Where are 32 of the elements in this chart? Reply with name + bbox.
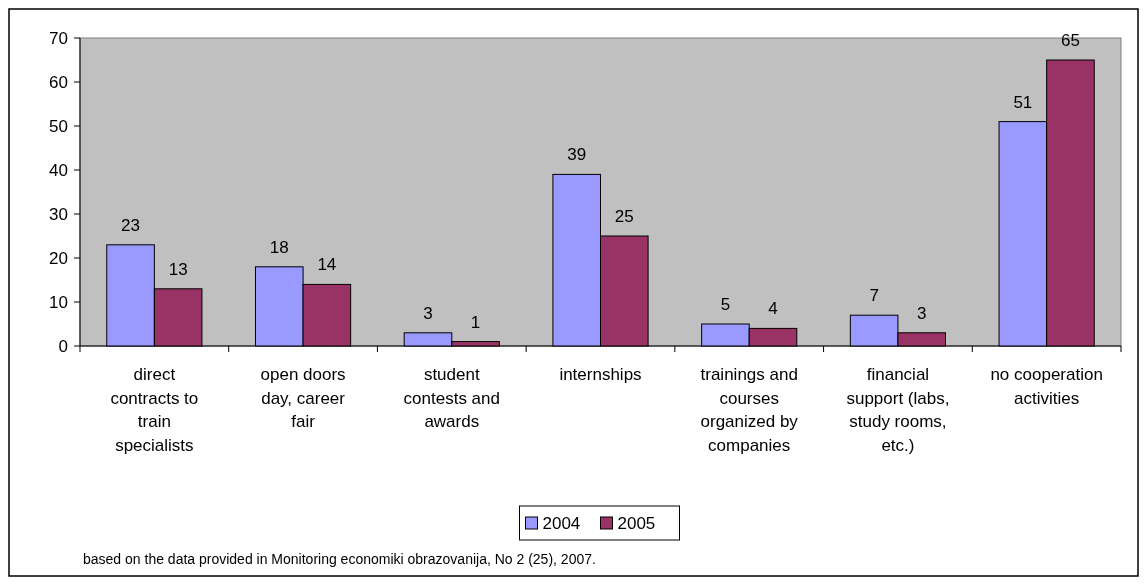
x-tick-label: student contests and awards bbox=[403, 365, 500, 431]
x-tick-label: direct contracts to train specialists bbox=[110, 365, 199, 455]
y-tick-label: 0 bbox=[58, 336, 68, 356]
data-label: 5 bbox=[720, 295, 731, 314]
text: based on the data provided in Monitoring economiki obrazovanija, No 2 (25), 2007. bbox=[83, 551, 596, 567]
data-label: 39 bbox=[567, 145, 587, 165]
data-label: 65 bbox=[1060, 31, 1080, 50]
y-tick-label: 10 bbox=[49, 292, 68, 312]
data-label: 4 bbox=[768, 299, 778, 319]
x-tick-label: financial support (labs, study rooms, etc.) bbox=[846, 365, 950, 455]
data-label: 3 bbox=[916, 303, 927, 323]
y-tick-label: 60 bbox=[49, 72, 68, 92]
x-tick-label: no cooperation activities bbox=[990, 365, 1103, 408]
data-label: 7 bbox=[869, 286, 879, 306]
data-label: 18 bbox=[269, 237, 289, 257]
data-label: 25 bbox=[614, 207, 634, 226]
legend-label: 2004 bbox=[542, 513, 581, 533]
data-label: 1 bbox=[470, 312, 481, 332]
data-label: 51 bbox=[1013, 92, 1033, 112]
y-tick-label: 70 bbox=[49, 28, 68, 48]
x-tick-label: internships bbox=[559, 365, 642, 384]
y-tick-label: 40 bbox=[49, 160, 68, 180]
y-tick-label: 50 bbox=[49, 116, 68, 136]
x-tick-label: trainings and courses organized by companies bbox=[700, 365, 799, 455]
data-label: 23 bbox=[121, 215, 141, 235]
data-label: 13 bbox=[168, 259, 188, 279]
y-tick-label: 30 bbox=[49, 204, 68, 224]
y-tick-label: 20 bbox=[49, 248, 68, 268]
legend-label: 2005 bbox=[617, 513, 656, 533]
x-tick-label: open doors day, career fair bbox=[260, 365, 346, 431]
data-label: 14 bbox=[317, 255, 337, 275]
data-label: 3 bbox=[423, 303, 433, 323]
